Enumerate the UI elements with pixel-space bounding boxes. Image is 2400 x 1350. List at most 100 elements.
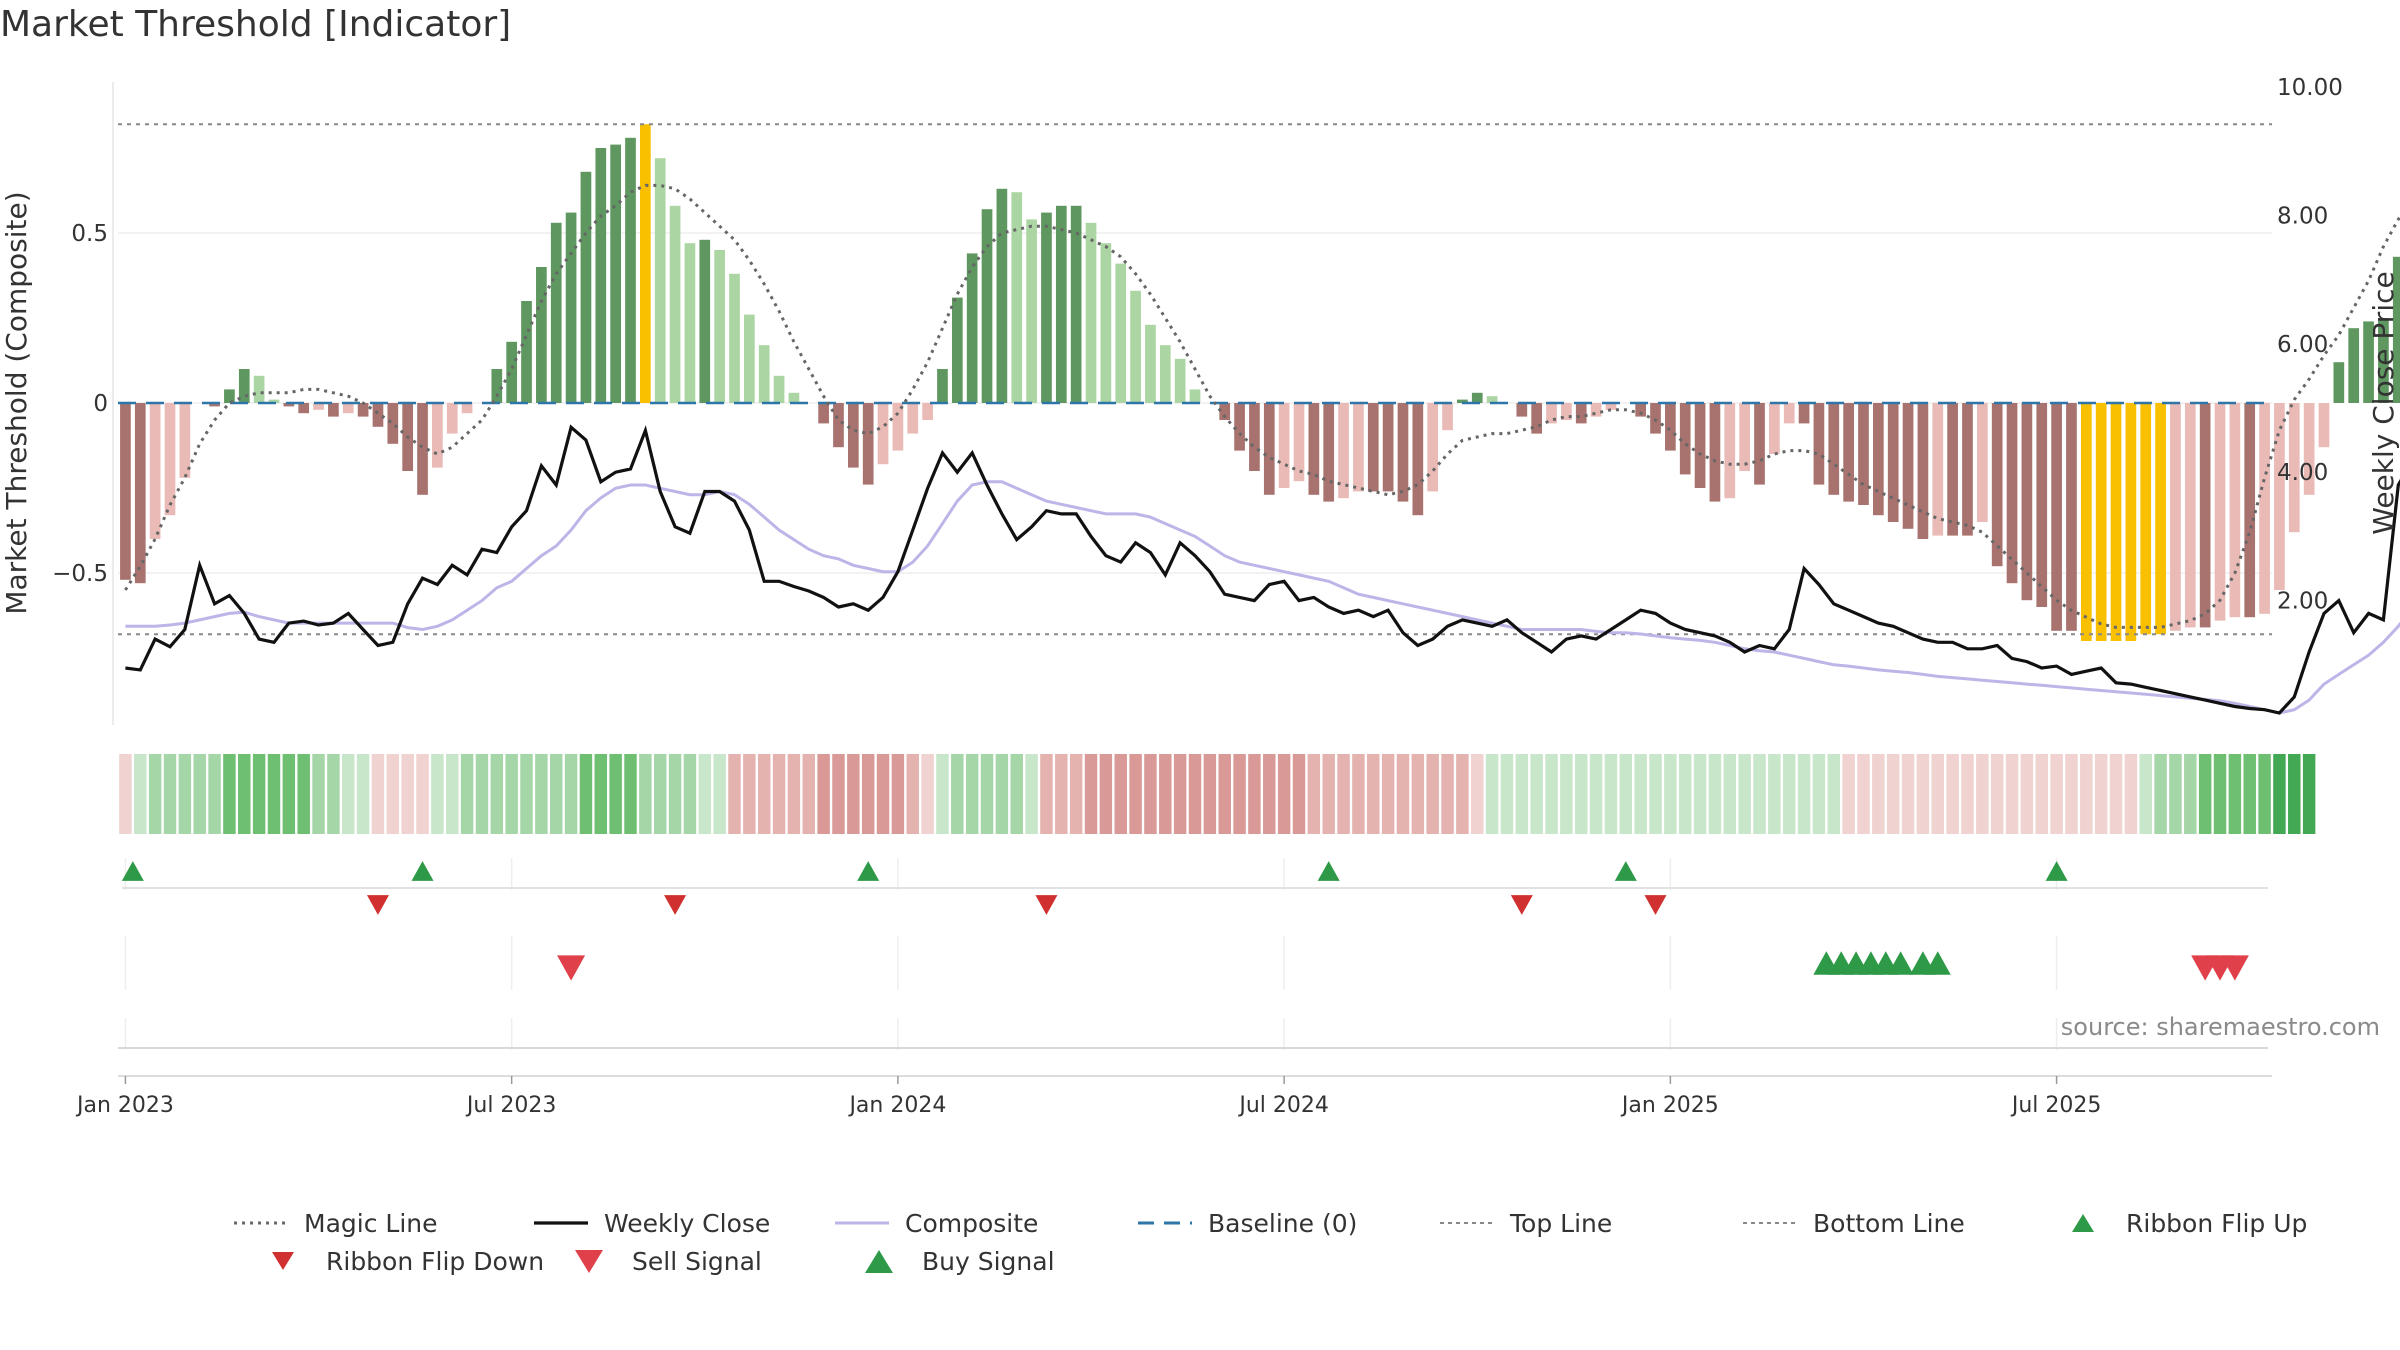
composite-bar [1219, 403, 1231, 420]
ribbon-flip-down-marker [1644, 895, 1667, 915]
composite-bar [149, 403, 161, 539]
ribbon-cell [490, 754, 504, 834]
composite-bar [2095, 403, 2107, 641]
composite-bar [238, 369, 250, 403]
ribbon-cell [1560, 754, 1573, 834]
composite-bar [179, 403, 191, 478]
ribbon-cell [951, 754, 964, 834]
composite-bar [2125, 403, 2137, 641]
composite-bar [2199, 403, 2211, 628]
composite-bar [1798, 403, 1810, 424]
ribbon-cell [535, 754, 548, 834]
ribbon-cell [312, 754, 325, 834]
composite-bar [595, 148, 607, 403]
composite-bar [2006, 403, 2018, 584]
ribbon-cell [698, 754, 712, 834]
composite-bar [1338, 403, 1349, 499]
ribbon-cell [1664, 754, 1677, 834]
ribbon-cell [1307, 754, 1321, 834]
composite-bar [1813, 403, 1825, 485]
ribbon-cell [267, 754, 281, 834]
ribbon-cell [1589, 754, 1603, 834]
legend-label: Composite [905, 1208, 1039, 1238]
composite-bar [1902, 403, 1914, 529]
legend-item-buy: Buy Signal [848, 1243, 1055, 1279]
ribbon-cell [980, 754, 994, 834]
composite-bar [1412, 403, 1424, 516]
composite-bar [996, 188, 1008, 403]
ribbon-cell [1708, 754, 1722, 834]
composite-bar [773, 375, 785, 403]
ribbon-cell [1604, 754, 1618, 834]
composite-bar [357, 403, 369, 417]
composite-bar [1145, 324, 1156, 403]
legend-label: Buy Signal [922, 1246, 1055, 1276]
ribbon-cell [1990, 754, 2004, 834]
composite-bar [372, 403, 384, 427]
ribbon-cell [2124, 754, 2138, 834]
dashed-line-icon [1134, 1208, 1196, 1238]
ribbon-flip-up-marker [121, 861, 144, 881]
dotted-line-icon [230, 1208, 292, 1238]
composite-bar [1427, 403, 1439, 492]
triangle-down-icon [252, 1246, 314, 1276]
composite-bar [2155, 403, 2166, 635]
composite-bar [1531, 403, 1543, 434]
composite-bar [1709, 403, 1721, 502]
composite-bar [1234, 403, 1245, 451]
composite-bar [2333, 362, 2345, 403]
ribbon-cell [1292, 754, 1306, 834]
legend-label: Top Line [1510, 1208, 1613, 1238]
composite-bar [669, 205, 681, 403]
legend-item-flipup: Ribbon Flip Up [2052, 1205, 2307, 1241]
ribbon-cell [2198, 754, 2212, 834]
ribbon-cell [1530, 754, 1543, 834]
composite-bars [120, 124, 2400, 641]
ribbon-cell [1485, 754, 1499, 834]
ribbon-cell [1144, 754, 1157, 834]
composite-bar [966, 253, 978, 403]
ribbon-cell [1084, 754, 1098, 834]
triangle-up-icon [848, 1246, 910, 1276]
ribbon-cell [2169, 754, 2182, 834]
composite-bar [164, 403, 176, 516]
ribbon-cell [431, 754, 444, 834]
composite-bar [1115, 263, 1127, 403]
legend-label: Ribbon Flip Up [2126, 1208, 2308, 1238]
composite-bar [1486, 396, 1498, 403]
ribbon-cell [817, 754, 830, 834]
composite-bar [625, 137, 636, 404]
ribbon-cell [1233, 754, 1246, 834]
solid-line-icon [530, 1208, 592, 1238]
composite-bar [283, 403, 295, 407]
ribbon-cell [1040, 754, 1053, 834]
solid-line-icon [831, 1208, 893, 1238]
composite-bar [2021, 403, 2033, 601]
ribbon-flip-down-marker [1035, 895, 1058, 915]
ribbon-cell [1025, 754, 1038, 834]
x-tick-label: Jan 2023 [75, 1093, 174, 1118]
ribbon-cell [460, 754, 474, 834]
ribbon-cell [653, 754, 667, 834]
ribbon-cell [371, 754, 385, 834]
x-tick-label: Jul 2023 [465, 1093, 557, 1118]
ribbon-flip-up-marker [1317, 861, 1340, 881]
composite-bar [550, 222, 562, 403]
composite-bar [699, 239, 711, 403]
composite-bar [1189, 389, 1201, 403]
ribbon-cell [639, 754, 652, 834]
ribbon-cell [1203, 754, 1217, 834]
right-tick-label: 2.00 [2277, 589, 2328, 615]
ribbon-strip [119, 754, 2316, 834]
composite-bar [1962, 403, 1973, 536]
ribbon-flip-down-marker [664, 895, 687, 915]
ribbon-cell [1574, 754, 1588, 834]
composite-bar [610, 144, 621, 403]
composite-bar [1174, 358, 1186, 403]
legend-label: Bottom Line [1813, 1208, 1965, 1238]
ribbon-cell [1426, 754, 1439, 834]
composite-bar [2348, 328, 2360, 403]
composite-bar [877, 403, 889, 465]
ribbon-flip-up-marker [1614, 861, 1637, 881]
